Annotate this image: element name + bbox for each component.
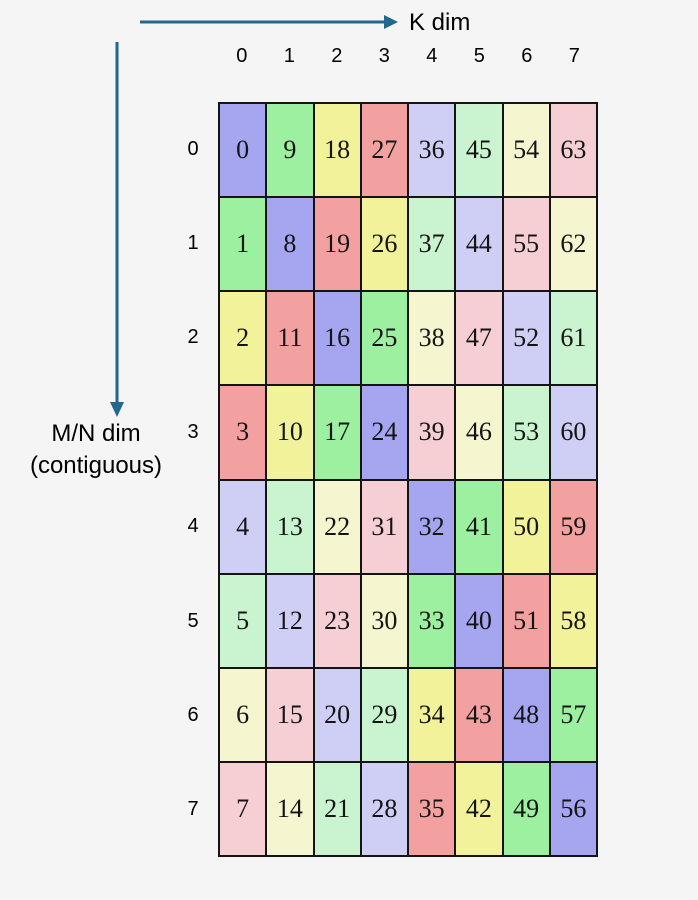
grid-cell: 33 [409,574,455,667]
grid-cell: 60 [550,386,596,479]
grid-cell: 11 [267,292,313,385]
grid-cell: 30 [361,574,407,667]
grid-cell: 51 [503,574,549,667]
grid-cell: 40 [456,574,502,667]
col-header: 5 [473,44,485,67]
grid-cell: 17 [314,386,360,479]
row-header: 1 [187,232,199,255]
grid-cell: 31 [361,480,407,573]
grid-cell: 3 [220,386,266,479]
mn-dim-axis-label-line1: M/N dim [51,420,141,447]
grid-cell: 37 [409,198,455,291]
grid-cell: 49 [503,762,549,855]
grid-cell: 54 [503,104,549,197]
row-header: 5 [187,609,199,632]
grid-cell: 32 [409,480,455,573]
grid-cell: 7 [220,762,266,855]
grid-cell: 18 [314,104,360,197]
col-headers: 0 1 2 3 4 5 6 7 [218,44,598,68]
grid-cell: 14 [267,762,313,855]
row-header: 2 [187,326,199,349]
grid-cell: 38 [409,292,455,385]
grid-cell: 56 [550,762,596,855]
grid: 0 9 18 27 36 45 54 63 1 8 19 26 37 44 55 62 2 11 16 25 38 47 5… [218,102,598,857]
grid-cell: 35 [409,762,455,855]
row-header: 7 [187,798,199,821]
grid-cell: 59 [550,480,596,573]
grid-cell: 48 [503,668,549,761]
row-headers: 0 1 2 3 4 5 6 7 [180,102,206,857]
grid-cell: 22 [314,480,360,573]
grid-cell: 15 [267,668,313,761]
grid-cell: 20 [314,668,360,761]
grid-cell: 16 [314,292,360,385]
grid-cell: 26 [361,198,407,291]
grid-cell: 39 [409,386,455,479]
grid-cell: 43 [456,668,502,761]
grid-cell: 19 [314,198,360,291]
col-header: 3 [378,44,390,67]
grid-cell: 58 [550,574,596,667]
mn-dim-arrow-icon [110,42,124,417]
grid-cell: 52 [503,292,549,385]
k-dim-arrow-icon [140,15,398,29]
grid-cell: 0 [220,104,266,197]
grid-cell: 46 [456,386,502,479]
grid-cell: 44 [456,198,502,291]
row-header: 0 [187,137,199,160]
grid-cell: 9 [267,104,313,197]
col-header: 2 [331,44,343,67]
grid-cell: 24 [361,386,407,479]
grid-cell: 55 [503,198,549,291]
grid-cell: 10 [267,386,313,479]
grid-cell: 4 [220,480,266,573]
grid-cell: 5 [220,574,266,667]
grid-cell: 13 [267,480,313,573]
grid-cell: 63 [550,104,596,197]
grid-cell: 27 [361,104,407,197]
k-dim-axis-label: K dim [409,9,471,36]
grid-cell: 45 [456,104,502,197]
mn-dim-axis-label: M/N dim (contiguous) [2,418,190,482]
grid-cell: 8 [267,198,313,291]
grid-cell: 57 [550,668,596,761]
col-header: 6 [521,44,533,67]
grid-cell: 29 [361,668,407,761]
grid-cell: 50 [503,480,549,573]
grid-cell: 21 [314,762,360,855]
grid-cell: 53 [503,386,549,479]
col-header: 1 [283,44,295,67]
grid-cell: 62 [550,198,596,291]
mn-dim-axis-label-line2: (contiguous) [29,452,163,479]
grid-cell: 41 [456,480,502,573]
col-header: 7 [568,44,580,67]
grid-cell: 25 [361,292,407,385]
row-header: 3 [187,420,199,443]
row-header: 6 [187,703,199,726]
grid-cell: 1 [220,198,266,291]
grid-cell: 61 [550,292,596,385]
grid-cell: 23 [314,574,360,667]
grid-cell: 12 [267,574,313,667]
grid-cell: 42 [456,762,502,855]
row-header: 4 [187,515,199,538]
grid-cell: 36 [409,104,455,197]
col-header: 4 [426,44,438,67]
grid-cell: 47 [456,292,502,385]
grid-cell: 2 [220,292,266,385]
grid-cell: 34 [409,668,455,761]
col-header: 0 [236,44,248,67]
grid-cell: 28 [361,762,407,855]
grid-cell: 6 [220,668,266,761]
